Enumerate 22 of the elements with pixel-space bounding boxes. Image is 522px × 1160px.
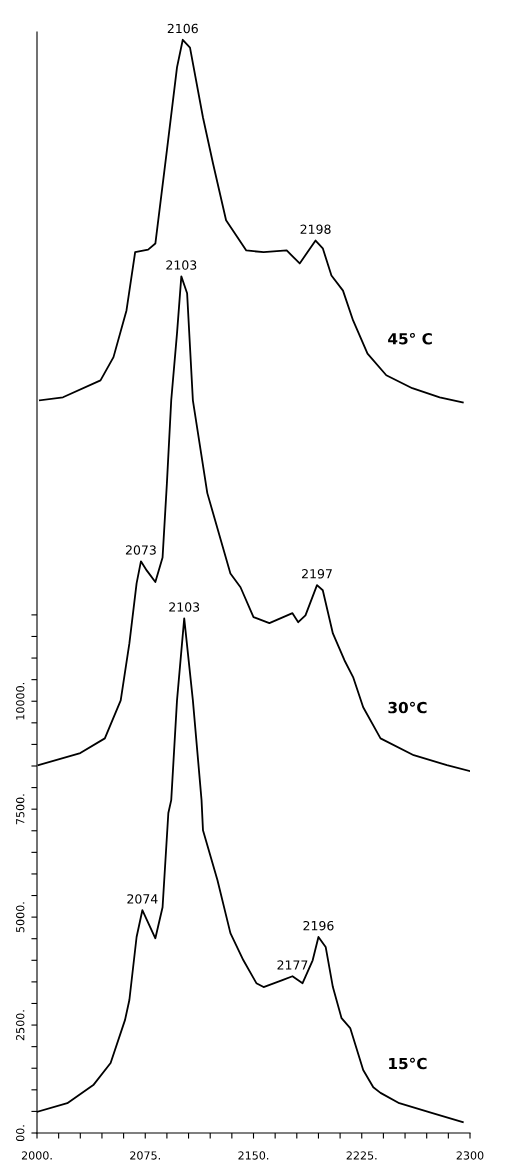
- annotation: 2106: [167, 23, 198, 34]
- annotation: 2103: [166, 260, 197, 270]
- annotation: 2197: [302, 569, 332, 579]
- annotation: 2103: [169, 602, 200, 612]
- annotation: 2177: [277, 960, 308, 970]
- series-label: 15°C: [389, 1057, 427, 1070]
- annotation: 2196: [303, 920, 334, 931]
- x-tick-label: 2075.: [130, 1151, 160, 1160]
- series-label: 45° C: [388, 332, 432, 345]
- series-label: 30°C: [388, 701, 427, 714]
- annotation: 2198: [300, 224, 331, 234]
- annotation: 2073: [125, 545, 156, 555]
- y-tick-label: 00.: [16, 1125, 25, 1142]
- x-tick-label: 2225.: [346, 1151, 377, 1160]
- y-tick-label: 10000.: [16, 683, 25, 720]
- x-tick-label: 2150.: [238, 1151, 269, 1160]
- y-tick-label: 5000.: [16, 902, 25, 933]
- x-tick-label: 2000.: [21, 1151, 52, 1160]
- y-tick-label: 7500.: [16, 794, 25, 825]
- y-tick-label: 2500.: [16, 1010, 25, 1041]
- annotation: 2074: [127, 894, 158, 904]
- x-tick-label: 2300: [456, 1151, 484, 1160]
